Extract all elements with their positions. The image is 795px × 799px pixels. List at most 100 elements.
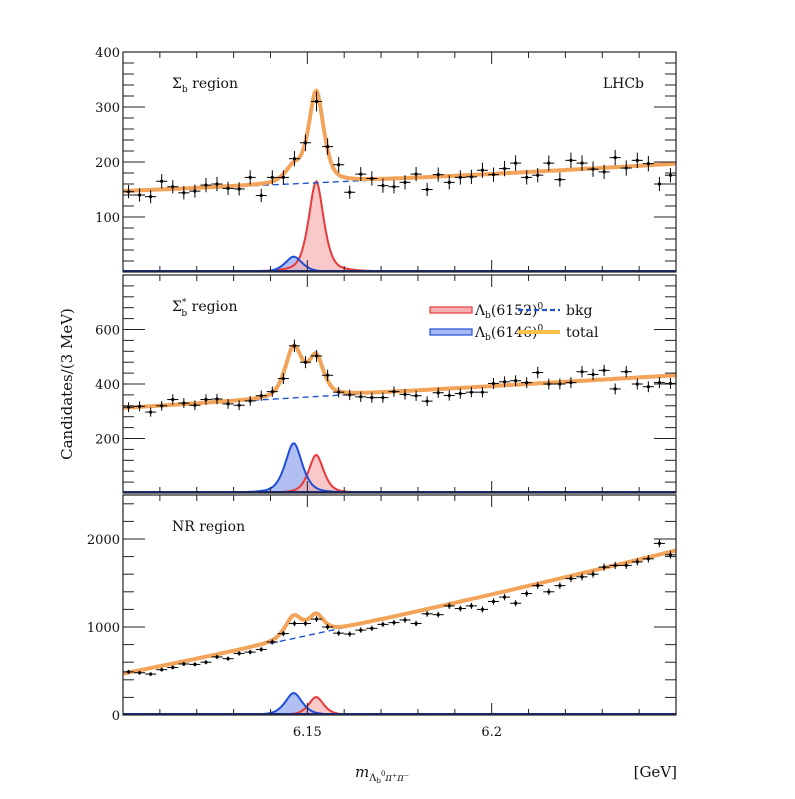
data-point-marker <box>646 557 650 561</box>
x-axis-title-sub: Λ <box>368 773 377 784</box>
signal-6152-fill <box>123 454 676 493</box>
data-point <box>499 376 511 388</box>
data-point-marker <box>359 628 363 632</box>
data-point-marker <box>536 173 540 177</box>
data-point-marker <box>126 405 131 409</box>
panel-label-sub: b <box>182 85 188 95</box>
signal-6146-curve <box>123 692 676 715</box>
data-point-marker <box>160 668 164 672</box>
data-point <box>609 383 621 395</box>
data-point-marker <box>292 621 297 626</box>
data-point <box>576 366 588 378</box>
data-point <box>311 616 323 622</box>
data-point <box>565 575 577 583</box>
data-point-marker <box>414 172 418 176</box>
data-point <box>609 561 621 570</box>
data-point-marker <box>547 382 551 386</box>
signal-6152-fill <box>123 181 676 272</box>
data-point-marker <box>337 390 341 394</box>
data-point-marker <box>303 360 308 364</box>
legend-label-main: total <box>566 325 599 341</box>
panel-label: Σ* b region <box>172 298 237 319</box>
data-point <box>299 134 312 151</box>
data-point-marker <box>281 632 285 636</box>
data-point-marker <box>348 632 352 636</box>
data-point <box>288 151 300 167</box>
data-point <box>487 167 500 182</box>
data-point <box>664 168 676 183</box>
data-points <box>123 539 676 676</box>
data-point <box>443 602 455 609</box>
data-point-marker <box>547 590 551 594</box>
data-point-marker <box>270 640 274 644</box>
data-point <box>189 662 201 667</box>
data-point-marker <box>657 541 662 546</box>
legend-swatch <box>429 306 473 314</box>
data-point <box>576 573 588 581</box>
data-point <box>123 185 135 199</box>
y-tick-label: 400 <box>95 378 120 393</box>
y-tick-label: 0 <box>112 709 120 724</box>
data-point <box>167 665 179 670</box>
legend-label-sup: 0 <box>537 324 543 334</box>
legend-label: Λb(6146)0 <box>474 324 543 343</box>
data-point <box>233 182 245 196</box>
panel-label-rest: region <box>187 299 237 315</box>
y-tick-label: 200 <box>95 433 120 448</box>
data-point <box>476 162 488 178</box>
data-point-marker <box>259 394 263 398</box>
data-point-marker <box>171 665 175 670</box>
legend-label-rest: (6146) <box>491 325 538 341</box>
y-tick-label: 1000 <box>87 621 120 636</box>
data-point-marker <box>569 381 573 385</box>
data-point <box>620 366 632 378</box>
data-point-marker <box>348 393 352 397</box>
data-point <box>233 651 245 656</box>
data-point <box>134 670 146 675</box>
data-point-marker <box>591 572 595 576</box>
legend-entry-sig6146: Λb(6146)0 <box>429 324 543 343</box>
data-point <box>399 389 411 400</box>
data-point <box>255 647 267 652</box>
data-point <box>156 174 168 189</box>
data-point <box>266 170 278 185</box>
data-point-marker <box>359 172 363 176</box>
data-point-marker <box>403 180 407 184</box>
data-point-marker <box>381 622 385 626</box>
data-point <box>288 620 300 627</box>
data-point-marker <box>248 650 252 654</box>
data-point-marker <box>237 403 241 407</box>
data-point <box>410 390 422 401</box>
y-axis-title: Candidates/(3 MeV) <box>58 308 76 460</box>
data-point-marker <box>126 190 131 194</box>
data-point-marker <box>436 613 440 617</box>
data-point <box>333 157 345 173</box>
data-point <box>211 654 223 660</box>
data-point <box>510 600 522 607</box>
data-point <box>266 639 278 645</box>
data-point <box>145 190 157 204</box>
data-point-marker <box>381 184 385 188</box>
data-point <box>499 593 511 601</box>
data-point <box>410 166 422 182</box>
data-point-marker <box>337 631 341 635</box>
data-point-marker <box>469 604 473 608</box>
data-point <box>510 375 522 387</box>
x-tick-labels: 6.15 6.2 <box>293 725 502 740</box>
data-point-marker <box>392 185 396 189</box>
data-point <box>465 602 477 609</box>
experiment-label: LHCb <box>603 76 644 92</box>
data-point-marker <box>602 565 606 569</box>
data-point-marker <box>624 166 628 170</box>
data-point <box>189 400 201 411</box>
x-tick-label: 6.15 <box>293 725 322 740</box>
data-point <box>642 381 654 393</box>
data-point-marker <box>226 657 230 661</box>
data-point <box>255 188 267 203</box>
data-point-marker <box>558 382 562 386</box>
data-point-marker <box>314 99 319 104</box>
data-point-marker <box>248 399 252 403</box>
data-point-marker <box>436 391 440 395</box>
panel-label-sup: * <box>182 298 187 308</box>
